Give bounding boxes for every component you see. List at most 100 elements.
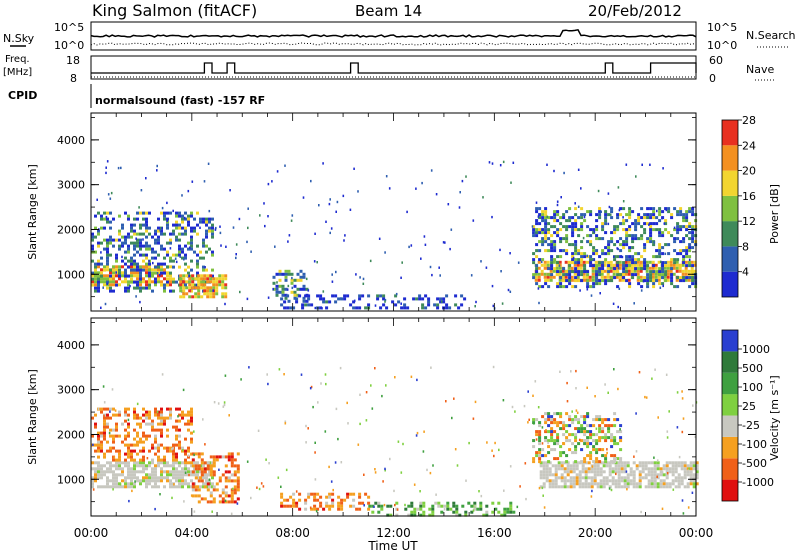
echo-cell [516, 505, 519, 509]
echo-cell [395, 501, 399, 505]
echo-cell [233, 473, 237, 477]
echo-cell [566, 473, 570, 477]
echo-cell [569, 470, 573, 474]
echo-cell [604, 436, 608, 440]
echo-cell [224, 470, 228, 474]
echo-cell [475, 300, 477, 304]
echo-cell [455, 507, 459, 511]
echo-cell [316, 507, 320, 511]
echo-cell [221, 277, 225, 281]
echo-cell [128, 499, 130, 503]
echo-cell [472, 509, 475, 512]
time-tick-label: 20:00 [578, 526, 613, 540]
echo-cell [671, 482, 675, 486]
echo-cell [91, 479, 94, 483]
echo-cell [605, 461, 609, 465]
echo-cell [204, 266, 206, 269]
echo-cell [575, 467, 579, 471]
echo-cell [203, 274, 207, 278]
echo-cell [572, 470, 576, 474]
echo-cell [145, 256, 148, 260]
echo-cell [371, 407, 374, 410]
echo-cell [233, 479, 237, 483]
echo-cell [688, 243, 692, 247]
freq-left-tick-bottom: 8 [70, 72, 77, 85]
echo-cell [622, 222, 626, 226]
echo-cell [556, 433, 560, 437]
echo-cell [664, 243, 668, 247]
echo-cell [130, 470, 133, 474]
echo-cell [595, 415, 599, 419]
echo-cell [632, 470, 636, 474]
echo-cell [148, 277, 151, 281]
echo-cell [685, 234, 689, 238]
echo-cell [293, 284, 297, 288]
echo-cell [651, 272, 655, 276]
echo-cell [620, 467, 624, 471]
echo-cell [661, 217, 663, 220]
echo-cell [208, 226, 211, 230]
echo-cell [203, 485, 207, 489]
echo-cell [151, 467, 154, 471]
echo-cell [124, 271, 127, 275]
echo-cell [647, 467, 651, 471]
echo-cell [221, 283, 225, 287]
echo-cell [694, 435, 697, 439]
echo-cell [359, 393, 361, 396]
echo-cell [370, 384, 372, 387]
echo-cell [596, 473, 600, 477]
echo-cell [607, 246, 611, 250]
echo-cell [582, 236, 585, 240]
echo-cell [235, 256, 237, 260]
echo-cell [571, 255, 575, 259]
echo-cell [682, 225, 686, 229]
echo-cell [460, 303, 464, 307]
echo-cell [278, 278, 282, 282]
echo-cell [346, 294, 350, 298]
echo-cell [448, 306, 452, 310]
echo-cell [130, 280, 133, 284]
echo-cell [307, 427, 309, 430]
echo-cell [612, 272, 616, 276]
echo-cell [693, 260, 697, 264]
echo-cell [389, 504, 393, 508]
echo-cell [628, 234, 632, 238]
echo-cell [658, 228, 662, 232]
echo-cell [625, 264, 629, 268]
echo-cell [197, 455, 201, 459]
echo-cell [649, 240, 653, 244]
echo-cell [157, 226, 160, 230]
echo-cell [661, 234, 665, 238]
echo-cell [598, 439, 602, 443]
echo-cell [227, 494, 231, 498]
echo-cell [554, 485, 558, 489]
echo-cell [115, 422, 118, 426]
echo-cell [194, 464, 198, 468]
echo-cell [301, 306, 305, 310]
echo-cell [423, 430, 425, 433]
echo-cell [314, 478, 317, 481]
echo-cell [313, 498, 317, 502]
echo-cell [97, 476, 100, 480]
echo-cell [181, 410, 184, 414]
echo-cell [622, 267, 626, 271]
echo-cell [558, 272, 562, 276]
echo-cell [550, 246, 554, 250]
echo-cell [613, 276, 617, 280]
echo-cell [115, 280, 118, 284]
echo-cell [225, 245, 227, 248]
echo-cell [623, 464, 627, 468]
echo-cell [206, 461, 210, 465]
echo-cell [142, 476, 145, 480]
echo-cell [295, 501, 299, 505]
echo-cell [215, 226, 217, 230]
echo-cell [679, 228, 683, 232]
echo-cell [106, 238, 109, 242]
echo-cell [190, 464, 193, 468]
echo-cell [289, 495, 293, 499]
echo-cell [212, 485, 216, 489]
echo-cell [100, 449, 103, 453]
echo-cell [685, 246, 689, 250]
echo-cell [664, 222, 668, 226]
echo-cell [316, 294, 320, 298]
